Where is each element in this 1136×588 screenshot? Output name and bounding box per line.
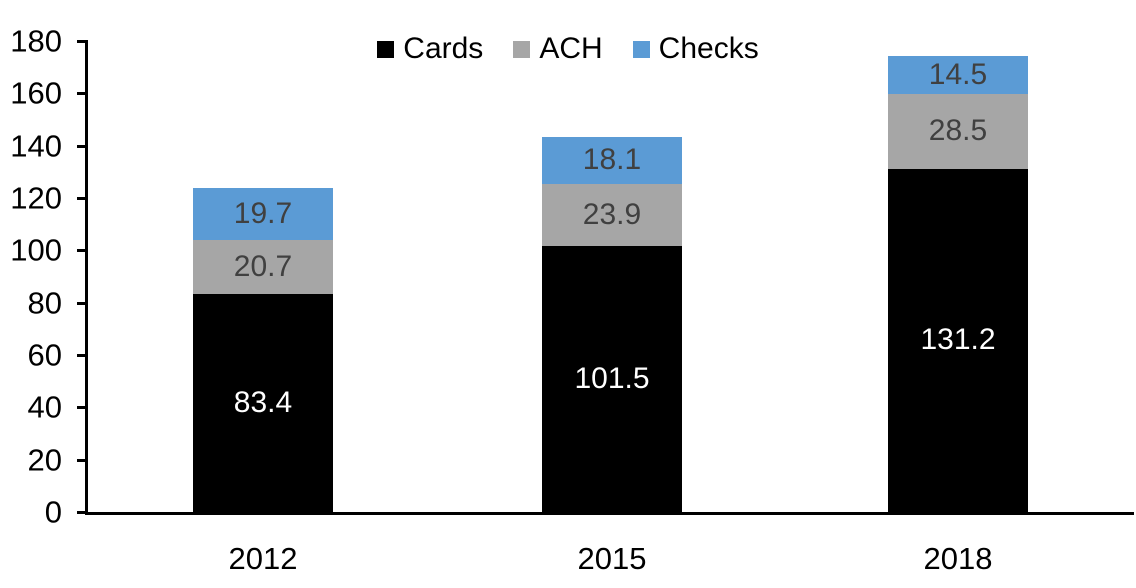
y-tick-label: 100 (10, 232, 62, 268)
y-tick-mark (77, 511, 88, 514)
bar-value-label: 101.5 (574, 362, 650, 396)
bar-2012-ach (193, 239, 333, 294)
y-tick-mark (77, 354, 88, 357)
y-tick-mark (77, 40, 88, 43)
bar-value-label: 28.5 (928, 114, 988, 148)
bar-2018-checks (888, 56, 1028, 95)
y-tick-mark (77, 92, 88, 96)
y-tick-mark (77, 458, 88, 462)
y-tick-label: 120 (10, 180, 62, 216)
bar-value-label: 19.7 (233, 196, 293, 230)
bar-2018-ach (888, 94, 1028, 169)
bar-value-label: 23.9 (582, 198, 642, 232)
y-tick-label: 20 (27, 442, 62, 478)
y-tick-mark (77, 301, 88, 305)
x-category-label: 2018 (923, 541, 993, 576)
legend-swatch-icon (513, 40, 531, 58)
y-tick-label: 180 (10, 23, 62, 59)
y-axis-line (85, 40, 88, 515)
y-tick-label: 140 (10, 128, 62, 164)
bar-2018-cards (888, 168, 1028, 512)
legend-swatch-icon (377, 40, 395, 58)
bar-2012-cards (193, 293, 333, 512)
legend-item-checks: Checks (632, 32, 759, 65)
bar-value-label: 83.4 (233, 385, 293, 419)
y-tick-label: 80 (27, 285, 62, 321)
legend-item-cards: Cards (377, 34, 483, 64)
x-axis-line (85, 512, 1134, 515)
bar-2012-checks (193, 188, 333, 240)
y-tick-mark (77, 249, 88, 253)
y-tick-label: 160 (10, 75, 62, 111)
legend-label: Cards (403, 32, 484, 65)
y-tick-mark (77, 144, 88, 148)
y-tick-mark (77, 406, 88, 410)
bar-2015-ach (542, 183, 682, 247)
legend-label: Checks (658, 32, 759, 65)
legend-item-ach: ACH (513, 32, 603, 65)
y-tick-mark (77, 197, 88, 200)
bar-value-label: 20.7 (233, 249, 293, 283)
x-category-label: 2012 (228, 541, 298, 576)
legend-swatch-icon (632, 40, 650, 58)
y-tick-label: 40 (27, 389, 62, 425)
bar-value-label: 131.2 (920, 323, 996, 357)
y-tick-label: 60 (27, 337, 62, 373)
y-tick-label: 0 (44, 494, 62, 530)
x-category-label: 2015 (577, 541, 647, 576)
bar-2015-cards (542, 246, 682, 512)
bar-value-label: 14.5 (928, 58, 988, 92)
bar-value-label: 18.1 (582, 143, 642, 177)
bar-2015-checks (542, 136, 682, 184)
legend-label: ACH (539, 32, 603, 65)
chart-legend: Cards ACH Checks (0, 34, 1136, 64)
